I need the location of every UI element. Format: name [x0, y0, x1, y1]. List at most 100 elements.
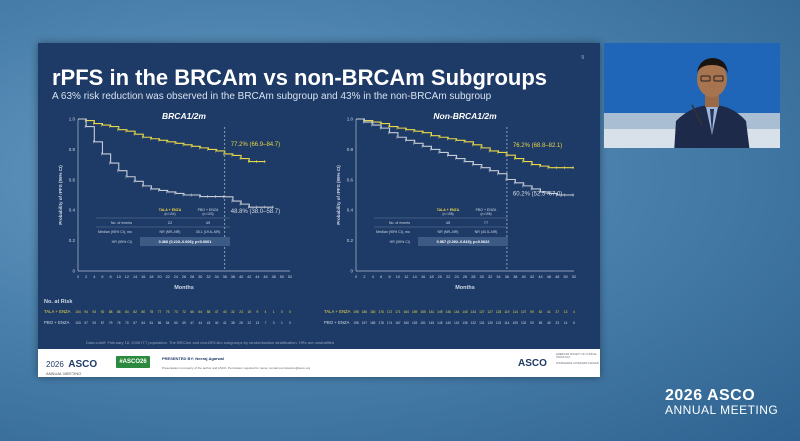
footer-asco: ASCO: [68, 359, 98, 370]
chart2-at-risk-pbo-value: 109: [513, 321, 519, 325]
chart2-y-tick-label: 0.4: [347, 208, 354, 213]
chart2-at-risk-pbo-value: 130: [487, 321, 493, 325]
chart2-x-tick-label: 44: [538, 275, 542, 279]
chart2-x-tick-label: 6: [380, 275, 382, 279]
chart1-y-tick-label: 0.4: [69, 208, 76, 213]
chart1-series-line-tala: [78, 118, 266, 163]
chart2-table-hr-highlight: [418, 237, 508, 246]
chart2-at-risk-pbo-value: 45: [547, 321, 551, 325]
chart1-x-tick-label: 44: [255, 275, 259, 279]
chart1-at-risk-tala-value: 104: [75, 310, 81, 314]
chart1-at-risk-pbo-value: 47: [190, 321, 194, 325]
chart2-series-line-pbo: [356, 118, 574, 196]
footer-meeting-sub: ANNUAL MEETING: [46, 371, 82, 376]
chart1-at-risk-tala-value: 94: [84, 310, 88, 314]
chart2-at-risk-pbo-value: 142: [454, 321, 460, 325]
chart1-x-tick-label: 10: [117, 275, 121, 279]
chart2-at-risk-tala-value: 119: [504, 310, 509, 314]
chart2-at-risk-pbo-value: 114: [504, 321, 509, 325]
chart1-at-risk-pbo-value: 79: [109, 321, 113, 325]
chart2-x-tick-label: 34: [496, 275, 500, 279]
chart2-table-row1-label: No. of events: [389, 221, 410, 225]
chart1-x-tick-label: 0: [77, 275, 79, 279]
chart1-at-risk-pbo-value: 56: [158, 321, 162, 325]
chart2-x-tick-label: 50: [563, 275, 567, 279]
chart2-table-row1-pbo: 77: [484, 220, 489, 225]
chart2-x-tick-label: 52: [572, 275, 576, 279]
chart2-at-risk-pbo-value: 145: [429, 321, 435, 325]
chart1-table-col-tala: TALA + ENZA: [159, 208, 182, 212]
footer-year: 2026: [46, 360, 64, 369]
chart1-x-tick-label: 28: [190, 275, 194, 279]
chart1-at-risk-tala-value: 47: [215, 310, 219, 314]
chart2-x-tick-label: 30: [480, 275, 484, 279]
chart2-at-risk-pbo-value: 151: [420, 321, 426, 325]
chart2-at-risk-pbo-value: 178: [378, 321, 384, 325]
chart2-at-risk-tala-value: 41: [547, 310, 551, 314]
chart1-x-tick-label: 18: [149, 275, 153, 279]
chart1-at-risk-pbo-value: 64: [141, 321, 145, 325]
chart2-at-risk-tala-value: 176: [378, 310, 384, 314]
chart2-x-tick-label: 32: [488, 275, 492, 279]
chart1-at-risk-pbo-value: 93: [93, 321, 97, 325]
brand-tagline: ANNUAL MEETING: [665, 403, 779, 417]
chart2-at-risk-pbo-value: 174: [387, 321, 393, 325]
chart2-at-risk-tala-value: 27: [555, 310, 559, 314]
chart1-at-risk-pbo-value: 7: [265, 321, 267, 325]
chart2-x-tick-label: 46: [547, 275, 551, 279]
chart1-x-tick-label: 34: [214, 275, 218, 279]
chart1-at-risk-pbo-value: 38: [231, 321, 235, 325]
chart1-at-risk-pbo-value: 87: [101, 321, 105, 325]
chart2-x-tick-label: 16: [421, 275, 425, 279]
chart1-table-col-pbo-n: (n=103): [202, 212, 213, 216]
chart2-at-risk-tala-value: 107: [521, 310, 527, 314]
chart2-at-risk-pbo-value: 145: [437, 321, 443, 325]
chart2-series-line-tala: [356, 118, 574, 169]
chart1-at-risk-pbo-value: 67: [133, 321, 137, 325]
chart1-x-tick-label: 38: [231, 275, 235, 279]
copyright-text: Presentation is property of the author a…: [162, 366, 311, 370]
chart2-at-risk-tala-value: 146: [446, 310, 452, 314]
chart1-at-risk-tala-value: 80: [141, 310, 145, 314]
chart1-at-risk-tala-value: 40: [223, 310, 227, 314]
chart2-x-tick-label: 8: [388, 275, 390, 279]
chart1-at-risk-tala-value: 64: [199, 310, 203, 314]
chart2-at-risk-pbo-value: 65: [539, 321, 543, 325]
chart2-table-row2-tala: NR (NR–NR): [438, 230, 459, 234]
chart1-at-risk-tala-value: 86: [117, 310, 121, 314]
chart2-title: Non-BRCA1/2m: [433, 111, 497, 121]
chart2-x-tick-label: 18: [429, 275, 433, 279]
chart2-at-risk-tala-value: 171: [395, 310, 401, 314]
footnote: Data cutoff: February 18, 2026 ITT popul…: [86, 340, 335, 345]
chart2-at-risk-pbo-value: 14: [564, 321, 568, 325]
chart1-y-axis-label: Probability of rPFS (95% CI): [58, 165, 63, 225]
chart2-at-risk-pbo-value: 92: [530, 321, 534, 325]
chart2-table-col-pbo: PBO + ENZA: [476, 208, 497, 212]
chart2-x-axis-label: Months: [455, 285, 475, 291]
chart1-at-risk-pbo-value: 43: [207, 321, 211, 325]
chart1-table-row1-pbo: 49: [206, 220, 211, 225]
chart2-at-risk-tala-value: 155: [420, 310, 426, 314]
chart2-table-col-tala: TALA + ENZA: [437, 208, 460, 212]
chart2-at-risk-tala-value: 144: [454, 310, 460, 314]
chart1-at-risk-tala-value: 78: [150, 310, 154, 314]
chart1-at-risk-tala-value: 58: [207, 310, 211, 314]
chart2-at-risk-tala-value: 114: [513, 310, 518, 314]
presenter-video: [604, 43, 780, 148]
chart1-x-tick-label: 16: [141, 275, 145, 279]
chart1-at-risk-tala-value: 75: [166, 310, 170, 314]
chart1-x-axis-label: Months: [174, 285, 194, 291]
chart2-at-risk-tala-value: 151: [429, 310, 435, 314]
brand-year: 2026: [665, 387, 703, 404]
chart2-at-risk-tala-value: 186: [362, 310, 368, 314]
chart2-y-tick-label: 0.6: [347, 177, 354, 182]
chart1-at-risk-tala-value: 9: [256, 310, 258, 314]
footer-meeting-logo: 2026 ASCO ANNUAL MEETING: [46, 354, 97, 376]
chart2-annotation-tala: 76.2% (68.8–82.1): [513, 143, 562, 149]
chart2-at-risk-tala-value: 13: [564, 310, 568, 314]
chart1-x-tick-label: 46: [263, 275, 267, 279]
chart2-x-tick-label: 4: [372, 275, 374, 279]
chart2-x-tick-label: 12: [404, 275, 408, 279]
chart2-at-risk-pbo-value: 198: [353, 321, 359, 325]
